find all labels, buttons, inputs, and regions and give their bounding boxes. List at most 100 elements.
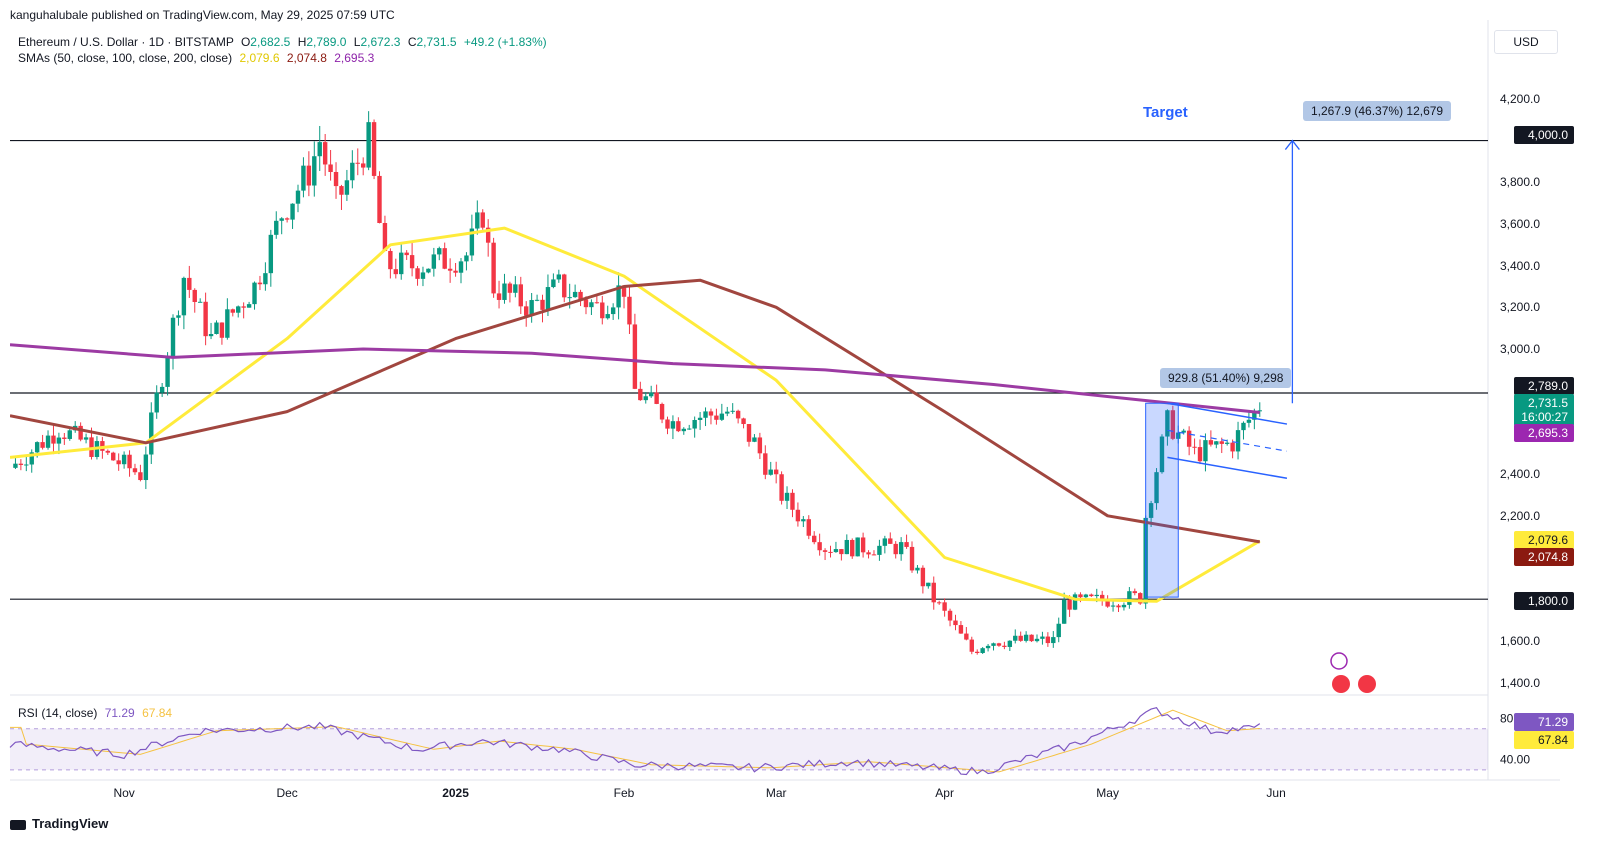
candle-body — [898, 542, 904, 555]
candle-body — [768, 469, 773, 475]
candle-body — [132, 468, 138, 473]
flag-lower-line — [1167, 456, 1288, 480]
candle-body — [1083, 594, 1089, 598]
candle-body — [67, 430, 72, 439]
rsi-line — [9, 707, 1261, 776]
high-label: H — [297, 35, 307, 49]
candle-body — [833, 549, 839, 553]
candle-body — [703, 411, 708, 418]
symbol-header[interactable]: Ethereum / U.S. Dollar · 1D · BITSTAMP O… — [18, 35, 547, 49]
tradingview-brand: TradingView — [32, 816, 109, 831]
last-price-value: 2,731.5 — [1527, 396, 1568, 410]
tradingview-logo-icon — [10, 819, 26, 830]
candle-body — [127, 454, 132, 469]
candle-body — [225, 309, 230, 338]
candle-body — [13, 463, 18, 468]
candle-body — [56, 437, 62, 444]
candle-body — [757, 437, 763, 454]
candle-body — [817, 542, 822, 551]
x-tick-label: Nov — [113, 786, 135, 800]
low-label: L — [353, 35, 361, 49]
candle-body — [1186, 430, 1192, 447]
candle-body — [290, 203, 295, 220]
candle-body — [1165, 410, 1170, 437]
y-tick-label: 3,000.0 — [1500, 342, 1541, 357]
candle-body — [920, 567, 926, 587]
candle-body — [257, 282, 263, 285]
flagpole-measure-label[interactable]: 929.8 (51.40%) 9,298 — [1160, 368, 1292, 388]
rsi-value: 71.29 — [104, 706, 135, 720]
candle-body — [1208, 440, 1214, 445]
y-tick-label: 1,600.0 — [1500, 633, 1541, 648]
rsi-legend[interactable]: RSI (14, close) 71.29 67.84 — [18, 706, 172, 720]
candle-body — [62, 437, 67, 439]
event-icons[interactable] — [1330, 652, 1376, 693]
candle-body — [1061, 599, 1067, 624]
pattern-drawings[interactable] — [1145, 139, 1300, 598]
symbol-title: Ethereum / U.S. Dollar · 1D · BITSTAMP — [18, 35, 234, 49]
candle-body — [627, 296, 632, 325]
open-value: 2,682.5 — [250, 35, 291, 49]
candle-body — [415, 268, 420, 279]
candle-body — [295, 190, 301, 204]
candle-body — [1040, 636, 1045, 639]
candle-body — [404, 252, 409, 256]
y-tick-label: 4,200.0 — [1500, 91, 1541, 106]
rsi-legend-label: RSI (14, close) — [18, 706, 98, 720]
candle-body — [1127, 591, 1132, 605]
candle-body — [51, 435, 56, 444]
candle-body — [812, 535, 817, 543]
candle-body — [149, 412, 154, 455]
candle-body — [665, 419, 670, 429]
candle-body — [909, 546, 915, 571]
candle-body — [203, 301, 208, 337]
candle-body — [246, 304, 252, 308]
candle-body — [1224, 442, 1230, 444]
us-flag-event-icon[interactable] — [1332, 675, 1350, 693]
us-flag-event-icon-2[interactable] — [1358, 675, 1376, 693]
rsi-ma-tag: 67.84 — [1514, 731, 1574, 749]
candle-body — [893, 543, 898, 555]
candle-body — [1094, 594, 1099, 597]
sma-legend-label: SMAs (50, close, 100, close, 200, close) — [18, 51, 233, 65]
candle-body — [545, 287, 551, 310]
level-1800-tag: 1,800.0 — [1514, 592, 1574, 610]
candlesticks — [13, 111, 1262, 655]
currency-button[interactable]: USD — [1494, 30, 1558, 54]
candle-body — [170, 317, 176, 358]
candle-body — [730, 410, 735, 412]
candle-body — [1214, 441, 1219, 445]
candle-body — [1072, 594, 1078, 610]
rsi-ma-line — [10, 709, 1260, 773]
candle-body — [18, 463, 24, 465]
candle-body — [594, 302, 600, 304]
candle-body — [83, 437, 89, 440]
candle-body — [1246, 419, 1252, 423]
candle-body — [1241, 422, 1246, 431]
candle-body — [187, 277, 192, 290]
candle-body — [752, 437, 757, 442]
lightning-event-icon[interactable] — [1330, 652, 1348, 670]
candle-body — [1230, 442, 1235, 452]
candle-body — [855, 537, 860, 557]
candle-body — [556, 274, 562, 280]
sma-legend[interactable]: SMAs (50, close, 100, close, 200, close)… — [18, 51, 374, 65]
x-tick-label: Feb — [613, 786, 635, 800]
candle-body — [458, 261, 464, 273]
candle-body — [154, 392, 159, 413]
close-label: C — [407, 35, 417, 49]
y-tick-label: 2,200.0 — [1500, 508, 1541, 523]
tradingview-logo[interactable]: TradingView — [10, 816, 108, 831]
candle-body — [1181, 430, 1186, 433]
low-value: 2,672.3 — [360, 35, 401, 49]
candle-body — [1105, 600, 1110, 607]
target-measure-label[interactable]: 1,267.9 (46.37%) 12,679 — [1303, 101, 1452, 121]
candle-body — [366, 122, 371, 168]
candle-body — [676, 421, 681, 432]
candle-body — [648, 392, 654, 397]
rsi-pane: 80.0040.00 — [9, 707, 1530, 776]
y-tick-label: 3,600.0 — [1500, 216, 1541, 231]
candle-body — [746, 424, 752, 442]
candle-body — [1159, 436, 1165, 473]
